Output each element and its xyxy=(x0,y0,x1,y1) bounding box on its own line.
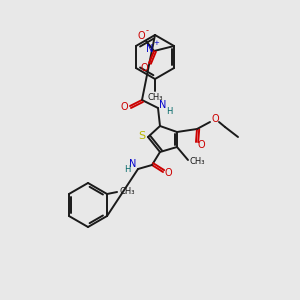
Text: O: O xyxy=(211,114,219,124)
Text: N: N xyxy=(129,159,137,169)
Text: O: O xyxy=(140,63,148,73)
Text: +: + xyxy=(153,40,159,46)
Text: H: H xyxy=(124,166,130,175)
Text: S: S xyxy=(138,131,146,141)
Text: O: O xyxy=(120,102,128,112)
Text: H: H xyxy=(166,106,172,116)
Text: N: N xyxy=(159,100,167,110)
Text: N: N xyxy=(146,44,154,54)
Text: CH₃: CH₃ xyxy=(189,157,205,166)
Text: -: - xyxy=(146,26,148,35)
Text: O: O xyxy=(197,140,205,150)
Text: O: O xyxy=(164,168,172,178)
Text: CH₃: CH₃ xyxy=(147,94,163,103)
Text: O: O xyxy=(137,31,145,41)
Text: CH₃: CH₃ xyxy=(119,188,135,196)
